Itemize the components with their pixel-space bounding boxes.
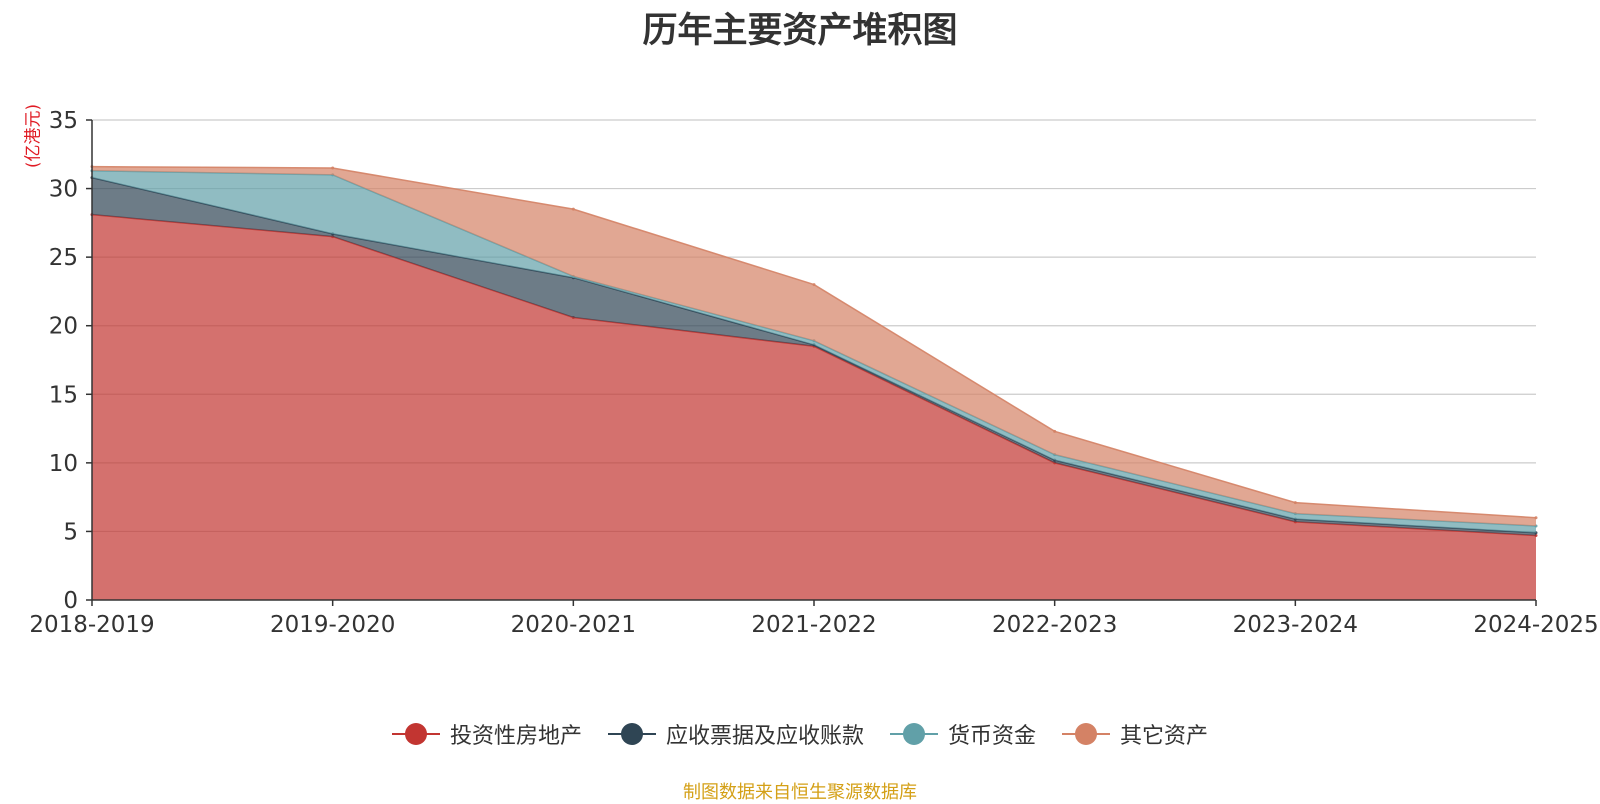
legend-marker <box>391 722 440 746</box>
data-point-series-4 <box>812 283 816 287</box>
y-tick-label: 25 <box>49 245 78 271</box>
legend: 投资性房地产 应收票据及应收账款 货币资金 其它资产 <box>0 718 1600 750</box>
y-tick-label: 10 <box>49 451 78 477</box>
legend-label: 投资性房地产 <box>449 724 582 749</box>
x-tick-label: 2021-2022 <box>751 612 876 638</box>
legend-marker-dot <box>404 723 427 745</box>
data-point-series-4 <box>331 166 335 170</box>
data-point-series-4 <box>1053 429 1057 433</box>
data-point-series-4 <box>1534 516 1538 520</box>
x-tick-label: 2022-2023 <box>992 612 1117 638</box>
data-point-series-4 <box>1293 501 1297 505</box>
chart-title: 历年主要资产堆积图 <box>642 11 958 51</box>
legend-item-3[interactable]: 货币资金 <box>890 718 1036 750</box>
legend-item-4[interactable]: 其它资产 <box>1062 718 1208 750</box>
x-tick-label: 2019-2020 <box>270 612 395 638</box>
area-series-1 <box>92 214 1536 600</box>
legend-item-1[interactable]: 投资性房地产 <box>391 718 582 750</box>
y-tick-label: 5 <box>63 519 78 545</box>
stacked-areas <box>90 165 1538 600</box>
area-series-2 <box>92 177 1536 536</box>
area-series-3 <box>92 170 1536 533</box>
legend-marker-dot <box>1075 723 1098 745</box>
data-point-series-4 <box>571 207 575 211</box>
legend-marker <box>890 722 938 746</box>
y-tick-label: 35 <box>49 108 78 134</box>
legend-item-2[interactable]: 应收票据及应收账款 <box>607 718 864 750</box>
legend-label: 应收票据及应收账款 <box>665 724 864 749</box>
legend-label: 其它资产 <box>1120 724 1209 749</box>
legend-marker-dot <box>903 723 925 745</box>
y-tick-label: 15 <box>49 382 78 408</box>
x-tick-label: 2024-2025 <box>1473 612 1598 638</box>
source-note: 制图数据来自恒生聚源数据库 <box>683 782 917 803</box>
x-tick-label: 2018-2019 <box>29 612 154 638</box>
x-tick-label: 2023-2024 <box>1233 612 1358 638</box>
y-tick-label: 0 <box>63 588 78 614</box>
legend-label: 货币资金 <box>948 724 1037 749</box>
legend-marker <box>1062 722 1111 746</box>
axes: 0 5 10 15 20 25 30 35 2018-2019 2019-2020 2020-202… <box>29 108 1598 638</box>
legend-marker-dot <box>620 723 643 745</box>
legend-marker <box>607 722 656 746</box>
y-tick-label: 20 <box>49 314 78 340</box>
y-tick-label: 30 <box>49 177 78 203</box>
y-axis-unit-label: (亿港元) <box>23 103 44 169</box>
x-tick-label: 2020-2021 <box>511 612 636 638</box>
